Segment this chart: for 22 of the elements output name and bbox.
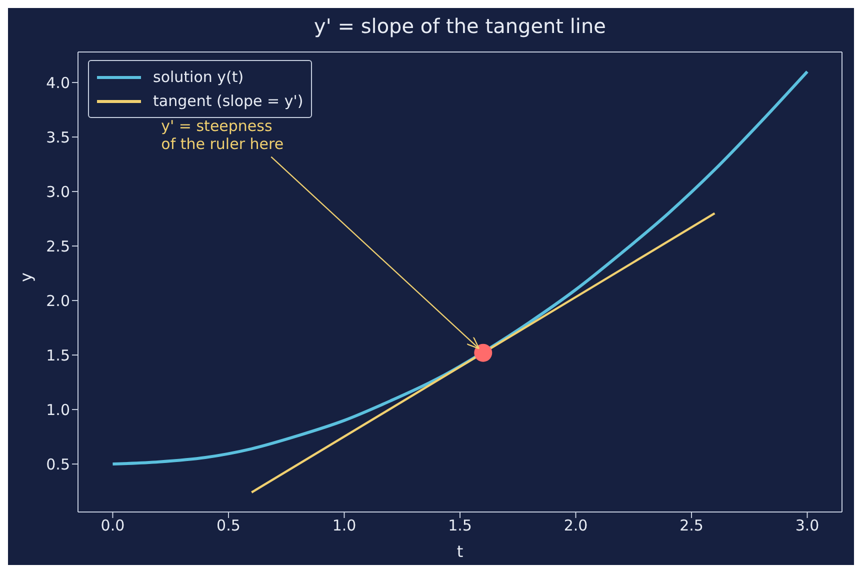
x-tick-label: 0.0 — [100, 516, 125, 535]
legend-label: tangent (slope = y') — [153, 92, 304, 110]
x-tick-label: 2.0 — [564, 516, 588, 535]
x-tick-label: 2.5 — [680, 516, 704, 535]
y-tick-label: 2.5 — [46, 237, 70, 256]
annotation: y' = steepness of the ruler here — [161, 116, 284, 153]
y-tick-label: 3.5 — [46, 128, 70, 146]
x-tick-label: 1.0 — [332, 516, 356, 535]
x-tick-label: 1.5 — [448, 516, 472, 535]
y-tick-label: 1.5 — [46, 346, 70, 364]
chart-title: y' = slope of the tangent line — [313, 14, 607, 38]
x-axis-title: t — [456, 542, 464, 561]
line-series — [111, 70, 809, 466]
y-tick-label: 0.5 — [46, 455, 70, 474]
x-tick-label: 0.5 — [216, 516, 240, 535]
legend-label: solution y(t) — [153, 68, 244, 86]
x-tick-label: 3.0 — [795, 516, 820, 535]
y-tick-label: 2.0 — [46, 292, 70, 310]
y-tick-label: 4.0 — [46, 74, 70, 92]
y-tick-label: 1.0 — [46, 400, 70, 419]
y-tick-label: 3.0 — [46, 182, 70, 201]
y-axis-title: y — [16, 272, 36, 282]
